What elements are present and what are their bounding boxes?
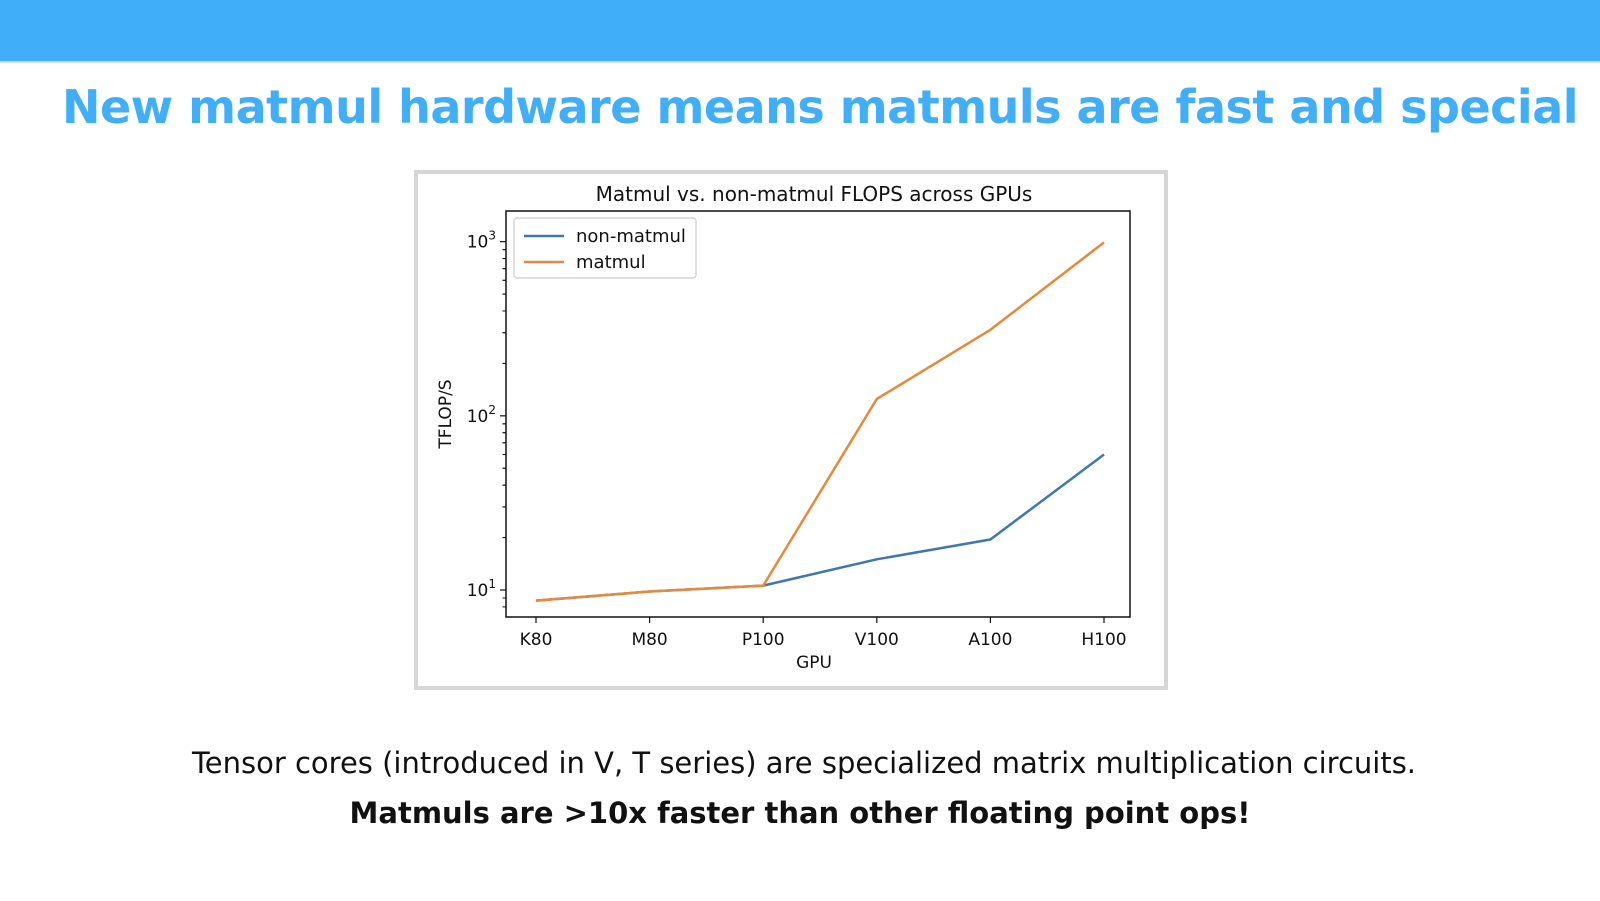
x-tick-label-k80: K80 bbox=[520, 630, 553, 650]
y-tick-label-10: 101 bbox=[467, 577, 496, 601]
line-chart: Matmul vs. non-matmul FLOPS across GPUs … bbox=[436, 182, 1131, 673]
y-tick-label-100: 102 bbox=[467, 403, 496, 427]
chart-frame: Matmul vs. non-matmul FLOPS across GPUs … bbox=[414, 170, 1168, 690]
series-line-non-matmul bbox=[535, 453, 1105, 602]
x-tick-label-p100: P100 bbox=[742, 630, 785, 650]
banner-divider bbox=[0, 61, 1600, 63]
x-tick-label-a100: A100 bbox=[968, 630, 1012, 650]
plot-area-border bbox=[505, 210, 1131, 618]
legend-label-matmul: matmul bbox=[576, 252, 646, 273]
top-banner bbox=[0, 0, 1600, 61]
y-tick-label-1000: 103 bbox=[467, 229, 496, 253]
caption-matmul-speed: Matmuls are >10x faster than other float… bbox=[349, 796, 1251, 830]
chart-title: Matmul vs. non-matmul FLOPS across GPUs bbox=[596, 182, 1033, 206]
slide-title: New matmul hardware means matmuls are fa… bbox=[61, 80, 1579, 134]
x-tick-label-v100: V100 bbox=[855, 630, 899, 650]
y-axis-label: TFLOP/S bbox=[436, 379, 456, 449]
legend-label-non-matmul: non-matmul bbox=[576, 226, 686, 247]
x-axis-label: GPU bbox=[796, 653, 832, 673]
series-line-matmul bbox=[535, 241, 1105, 602]
x-tick-label-m80: M80 bbox=[631, 630, 667, 650]
legend: non-matmul matmul bbox=[513, 217, 697, 279]
x-tick-label-h100: H100 bbox=[1081, 630, 1126, 650]
caption-tensor-cores: Tensor cores (introduced in V, T series)… bbox=[191, 746, 1417, 780]
